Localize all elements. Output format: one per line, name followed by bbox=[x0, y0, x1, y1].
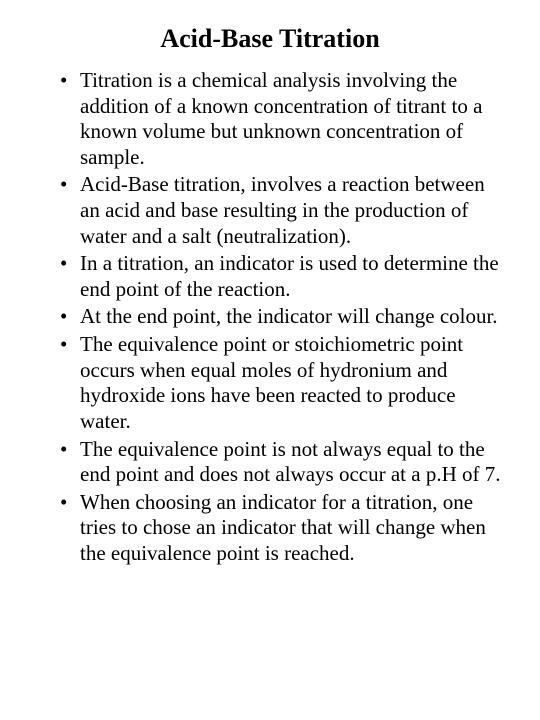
list-item: The equivalence point or stoichiometric … bbox=[60, 332, 504, 434]
list-item: Acid-Base titration, involves a reaction… bbox=[60, 172, 504, 249]
list-item: Titration is a chemical analysis involvi… bbox=[60, 68, 504, 170]
list-item: At the end point, the indicator will cha… bbox=[60, 304, 504, 330]
list-item: When choosing an indicator for a titrati… bbox=[60, 490, 504, 567]
list-item: In a titration, an indicator is used to … bbox=[60, 251, 504, 302]
page-title: Acid-Base Titration bbox=[36, 24, 504, 54]
list-item: The equivalence point is not always equa… bbox=[60, 437, 504, 488]
bullet-list: Titration is a chemical analysis involvi… bbox=[36, 68, 504, 567]
